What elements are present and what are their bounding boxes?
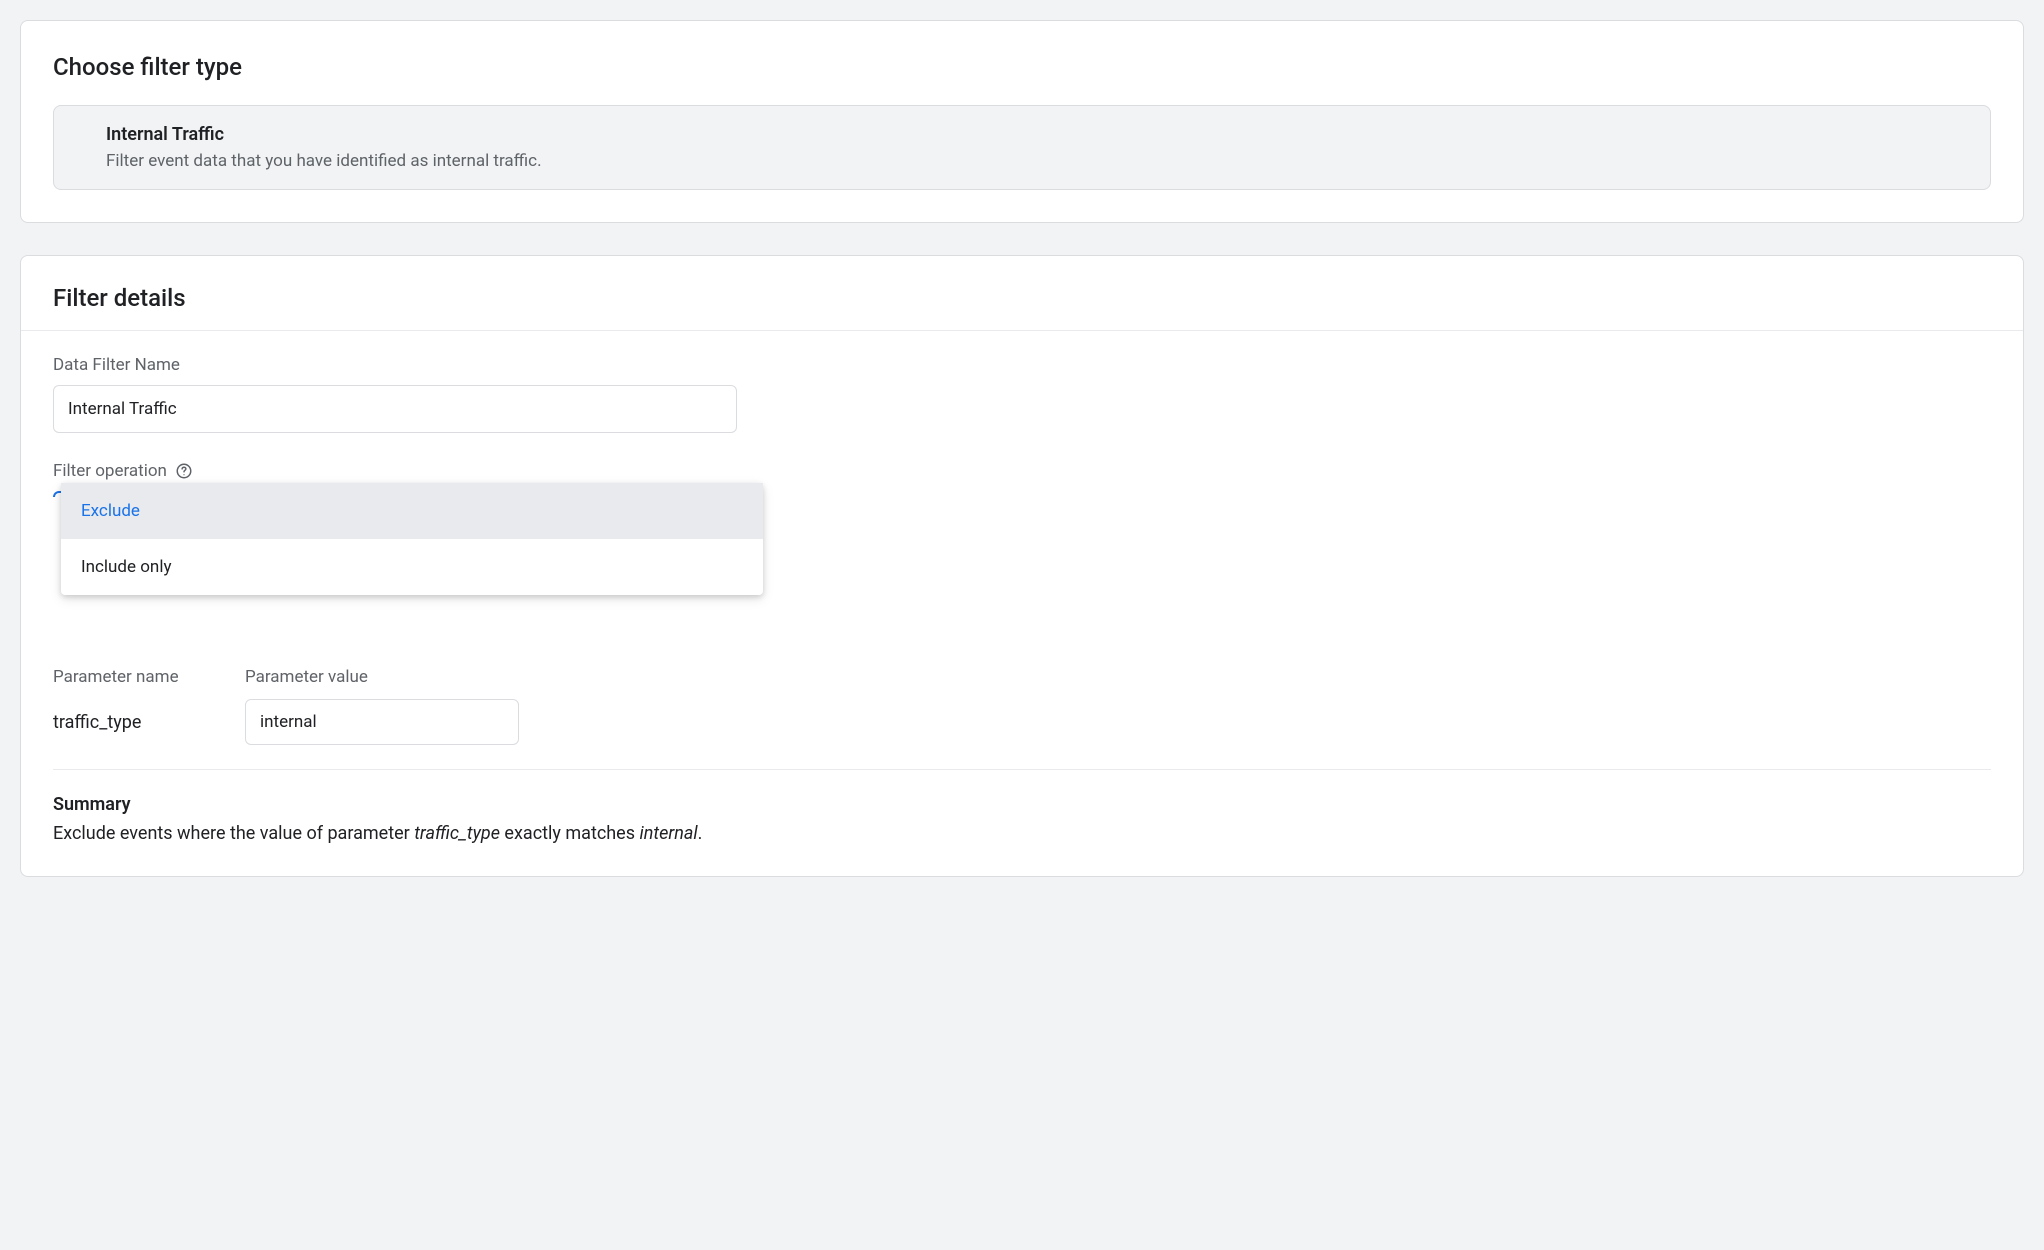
summary-value: internal xyxy=(639,823,697,844)
parameter-name-value: traffic_type xyxy=(53,712,193,733)
help-icon[interactable] xyxy=(175,462,193,480)
filter-type-option-title: Internal Traffic xyxy=(106,124,1938,145)
filter-operation-label: Filter operation xyxy=(53,461,167,481)
summary-section: Summary Exclude events where the value o… xyxy=(53,794,1991,844)
summary-prefix: Exclude events where the value of parame… xyxy=(53,823,414,844)
parameter-name-label: Parameter name xyxy=(53,667,193,687)
filter-type-option-internal-traffic[interactable]: Internal Traffic Filter event data that … xyxy=(53,105,1991,190)
summary-title: Summary xyxy=(53,794,1991,815)
filter-name-input[interactable] xyxy=(53,385,737,433)
filter-details-card: Filter details Data Filter Name Filter o… xyxy=(20,255,2024,877)
summary-mid: exactly matches xyxy=(500,823,640,844)
summary-text: Exclude events where the value of parame… xyxy=(53,823,1991,844)
dropdown-option-exclude[interactable]: Exclude xyxy=(61,483,763,539)
summary-suffix: . xyxy=(698,823,703,844)
summary-param: traffic_type xyxy=(414,823,500,844)
filter-operation-label-row: Filter operation xyxy=(53,461,1991,481)
parameter-value-label: Parameter value xyxy=(245,667,368,687)
parameter-section: Parameter name Parameter value traffic_t… xyxy=(53,667,1991,745)
filter-name-label: Data Filter Name xyxy=(53,355,1991,375)
dropdown-option-include-only[interactable]: Include only xyxy=(61,539,763,595)
filter-type-card: Choose filter type Internal Traffic Filt… xyxy=(20,20,2024,223)
parameter-values-row: traffic_type xyxy=(53,699,1991,745)
divider xyxy=(53,769,1991,770)
filter-name-field-group: Data Filter Name xyxy=(53,355,1991,433)
filter-type-option-desc: Filter event data that you have identifi… xyxy=(106,151,1938,171)
parameter-labels-row: Parameter name Parameter value xyxy=(53,667,1991,687)
filter-type-section-title: Choose filter type xyxy=(53,53,1991,81)
parameter-value-input[interactable] xyxy=(245,699,519,745)
filter-details-section-title: Filter details xyxy=(53,284,1991,312)
filter-operation-dropdown: Exclude Include only xyxy=(61,483,763,595)
